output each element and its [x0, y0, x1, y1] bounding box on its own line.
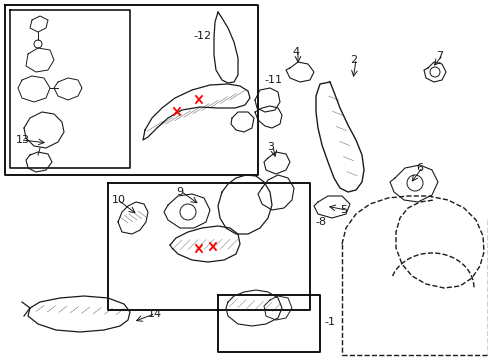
Text: 6: 6	[415, 163, 422, 173]
Text: -8: -8	[314, 217, 325, 227]
Text: 4: 4	[291, 47, 299, 57]
Text: 13: 13	[16, 135, 30, 145]
Text: 9: 9	[176, 187, 183, 197]
Text: 2: 2	[349, 55, 356, 65]
Text: 3: 3	[266, 142, 273, 152]
Text: -11: -11	[264, 75, 282, 85]
Text: 10: 10	[112, 195, 126, 205]
Text: 7: 7	[435, 51, 442, 61]
Text: -1: -1	[324, 317, 334, 327]
Text: 5: 5	[339, 205, 346, 215]
Text: -12: -12	[193, 31, 211, 41]
Text: 14: 14	[148, 309, 162, 319]
